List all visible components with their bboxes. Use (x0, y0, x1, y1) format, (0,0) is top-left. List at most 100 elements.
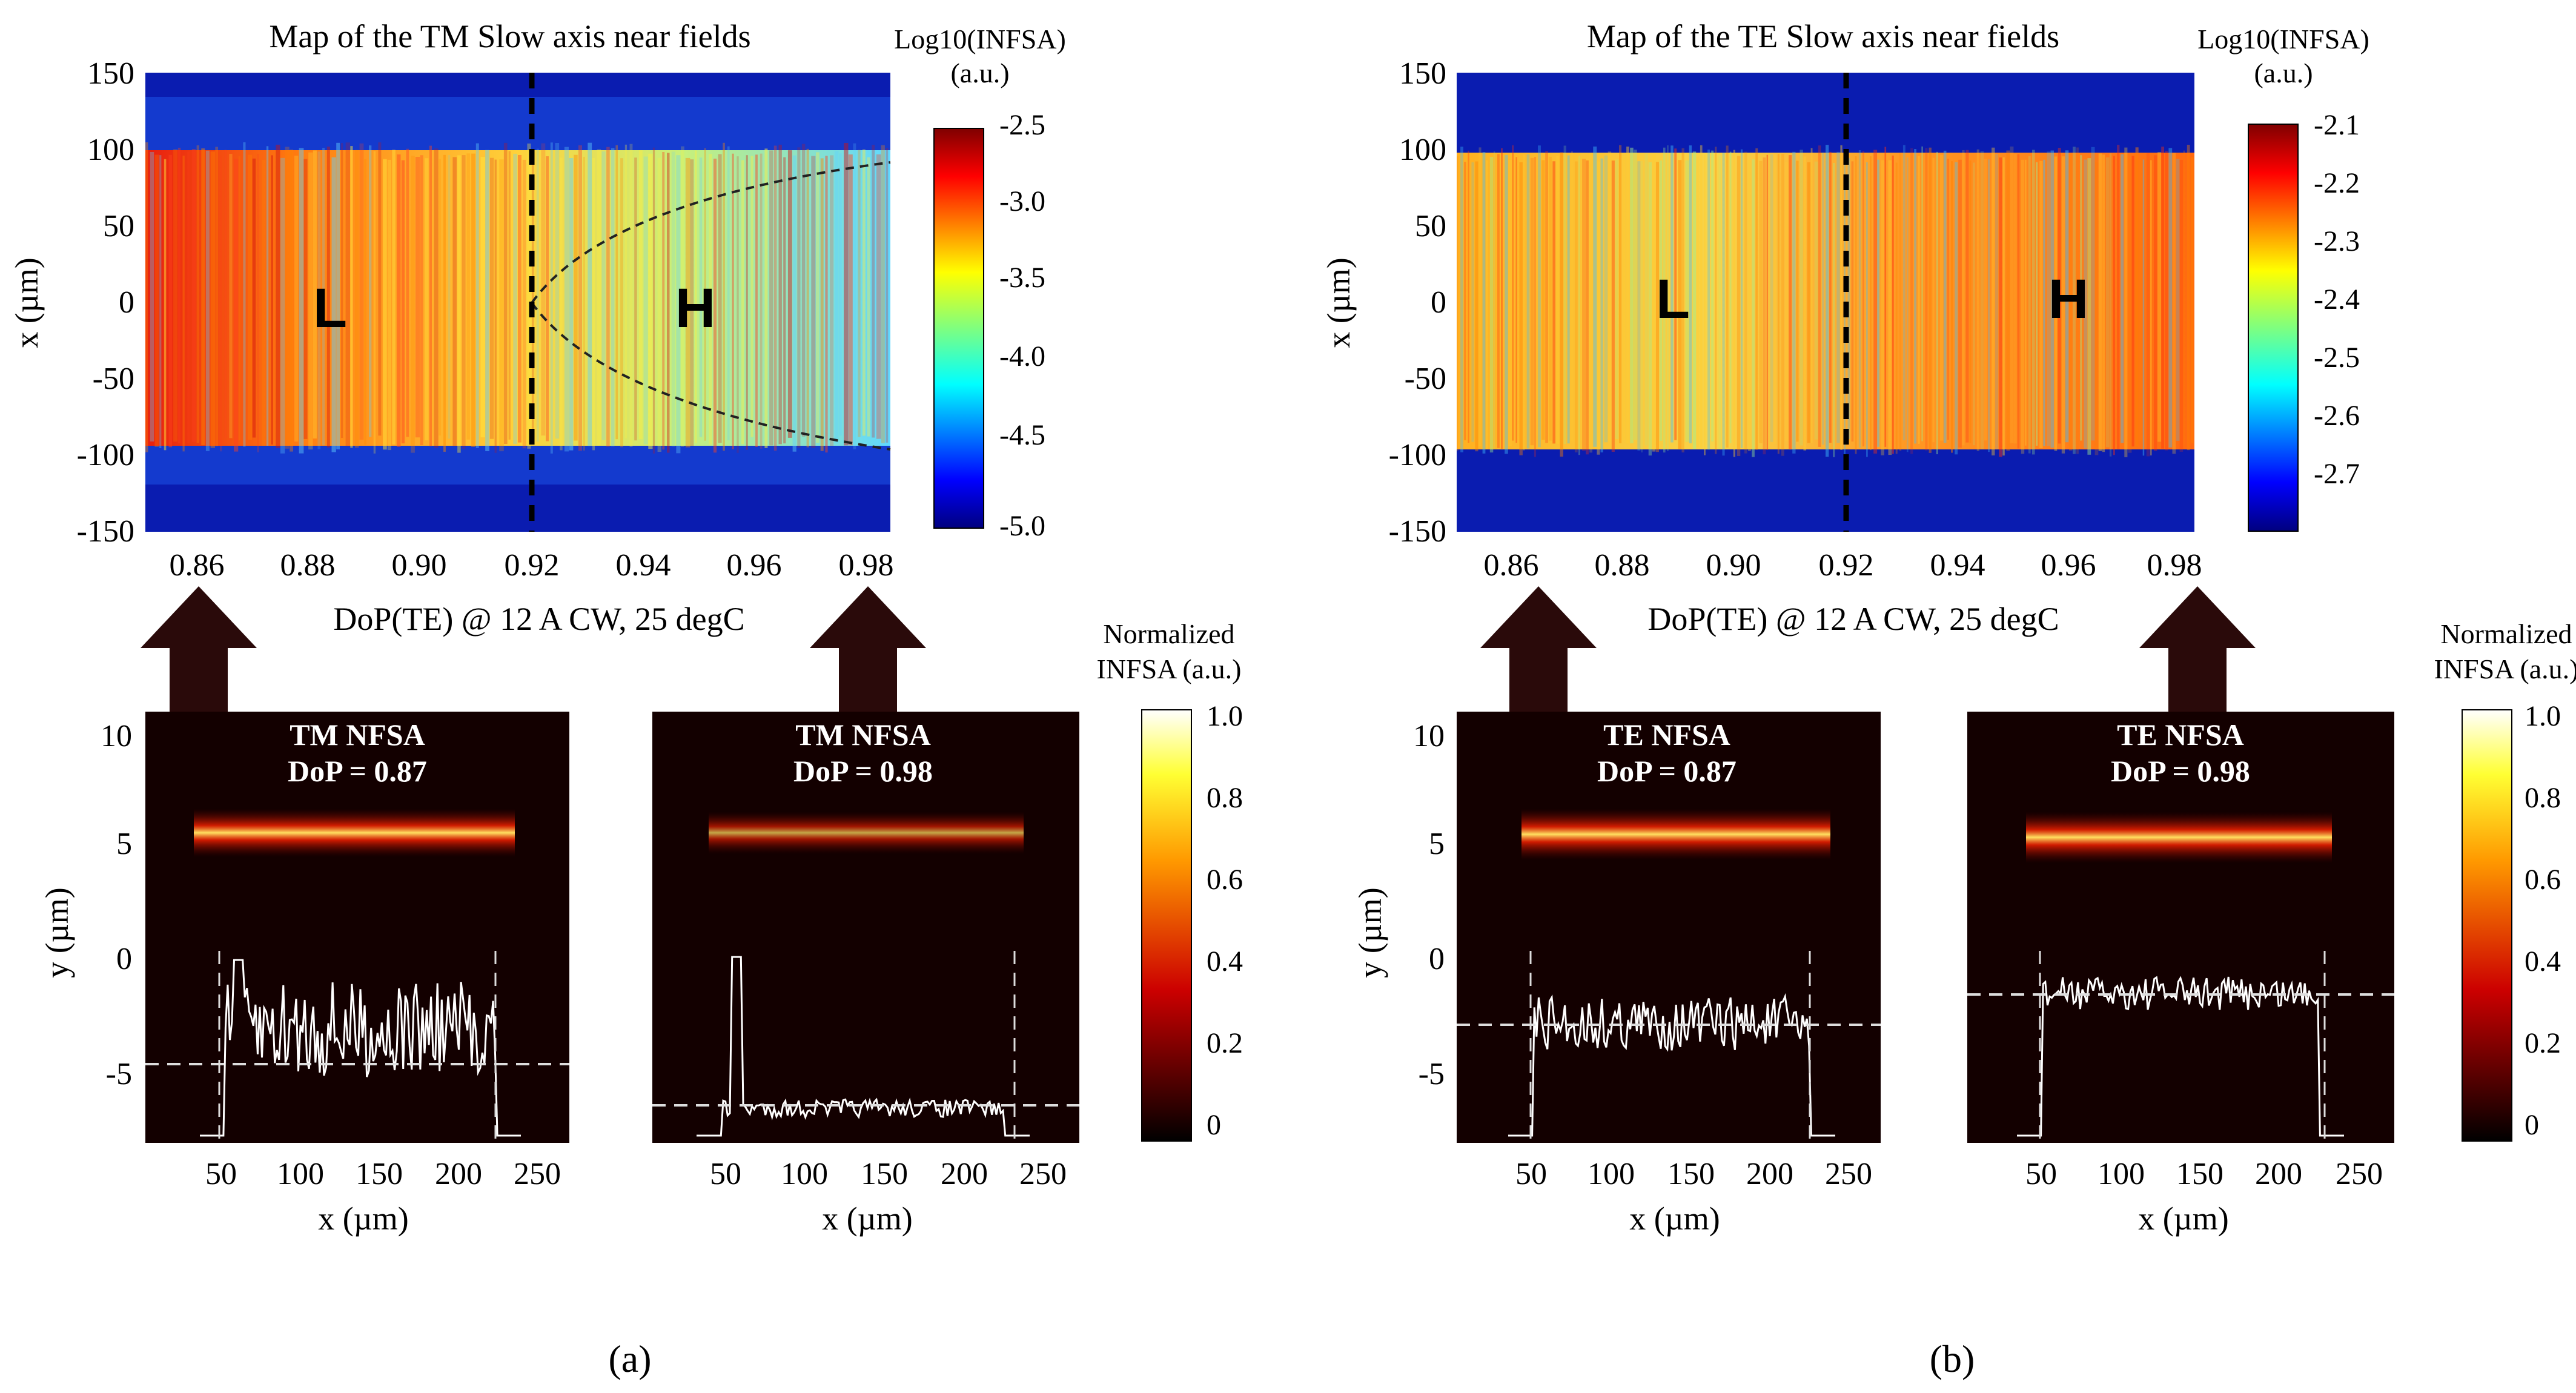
heatmap-stripe (238, 156, 240, 441)
heatmap-stripe (1918, 156, 1920, 444)
cbar-tick: -4.5 (999, 419, 1045, 451)
heatmap-stripe (1626, 147, 1629, 444)
heatmap-stripe (1826, 145, 1829, 457)
heatmap-stripe (1641, 160, 1643, 452)
nf-b-right-xlabel: x (µm) (2138, 1200, 2229, 1237)
heatmap-stripe (285, 147, 290, 449)
y-tick: 50 (103, 209, 134, 243)
heatmap-stripe (685, 157, 690, 448)
heatmap-stripe (811, 156, 816, 448)
heatmap-stripe (336, 142, 340, 449)
heatmap-stripe (1563, 145, 1566, 444)
heatmap-stripe (471, 153, 475, 447)
heatmap-stripe (387, 159, 391, 451)
heatmap-stripe (2024, 159, 2027, 446)
heatmap-stripe (1615, 159, 1618, 439)
heatmap-stripe (2073, 147, 2076, 454)
heatmap-stripe (1560, 152, 1563, 457)
heatmap-stripe (1471, 162, 1474, 442)
arrow-up-right (2139, 586, 2256, 718)
map-a-y-axis: 150 100 50 0 -50 -100 -150 x (µm) (8, 56, 134, 549)
heatmap-stripe (606, 147, 610, 447)
heatmap-stripe (1460, 147, 1463, 452)
heatmap-stripe (648, 153, 653, 449)
panel-a: Map of the TM Slow axis near fields L H … (8, 18, 1243, 1380)
heatmap-stripe (1936, 151, 1938, 455)
x-tick: 50 (2025, 1157, 2057, 1191)
heatmap-stripe (215, 147, 218, 446)
heatmap-stripe (1534, 157, 1537, 457)
heatmap-stripe (1497, 154, 1500, 448)
heatmap-stripe (2076, 147, 2079, 454)
heatmap-stripe (271, 155, 273, 445)
heatmap-stripe (508, 151, 511, 440)
heatmap-stripe (787, 150, 792, 438)
heatmap-stripe (1807, 162, 1810, 443)
heatmap-stripe (1681, 148, 1684, 452)
map-b-region-l: L (1656, 268, 1690, 330)
x-tick: 150 (1667, 1157, 1715, 1191)
nf-b-left-dop: DoP = 0.87 (1597, 754, 1737, 788)
heatmap-stripe (867, 157, 870, 437)
heatmap-stripe (1781, 153, 1784, 456)
heatmap-stripe (1678, 160, 1682, 449)
heatmap-stripe (1515, 157, 1517, 443)
heatmap-stripe (425, 158, 429, 441)
heatmap-stripe (1611, 160, 1615, 452)
heatmap-stripe (401, 160, 405, 444)
heatmap-stripe (1976, 149, 1979, 451)
heatmap-stripe (224, 150, 227, 438)
map-a-upper-fringe (145, 97, 890, 151)
map-a-title: Map of the TM Slow axis near fields (269, 18, 750, 55)
heatmap-stripe (1884, 147, 1887, 447)
heatmap-stripe (574, 154, 578, 441)
nf-b-right-profile (2017, 976, 2344, 1137)
heatmap-stripe (1814, 161, 1818, 440)
y-tick: -150 (1389, 514, 1446, 549)
heatmap-stripe (1652, 154, 1656, 452)
heatmap-stripe (397, 154, 401, 447)
heatmap-stripe (499, 159, 504, 452)
heatmap-stripe (1744, 151, 1747, 454)
x-tick: 100 (1588, 1157, 1635, 1191)
heatmap-stripe (434, 148, 439, 448)
heatmap-stripe (560, 157, 563, 451)
heatmap-stripe (1501, 148, 1503, 449)
y-tick: 150 (87, 56, 134, 91)
heatmap-stripe (1567, 155, 1570, 444)
heatmap-stripe (844, 143, 849, 446)
heatmap-stripe (299, 148, 304, 454)
heatmap-stripe (727, 146, 730, 441)
heatmap-stripe (1899, 153, 1902, 451)
cbar-tick: -2.4 (2314, 283, 2360, 316)
cbar-tick: 0 (1207, 1109, 1221, 1141)
heatmap-stripe (205, 150, 210, 451)
heatmap-stripe (182, 155, 185, 452)
heatmap-stripe (1704, 154, 1706, 455)
heatmap-stripe (652, 147, 655, 454)
heatmap-stripe (326, 147, 330, 448)
heatmap-stripe (1810, 148, 1813, 443)
heatmap-stripe (1980, 151, 1984, 449)
map-a-colorbar-bar (933, 128, 984, 529)
heatmap-stripe (1855, 156, 1857, 454)
heatmap-stripe (1468, 150, 1469, 443)
cbar-tick: 1.0 (2525, 700, 2561, 732)
heatmap-stripe (1637, 161, 1641, 451)
map-b-ylabel: x (µm) (1320, 257, 1357, 348)
heatmap-stripe (1907, 157, 1909, 452)
nf-b-left-title: TE NFSA (1603, 718, 1730, 752)
heatmap-stripe (681, 146, 684, 447)
heatmap-stripe (1929, 147, 1932, 453)
x-tick: 150 (861, 1157, 908, 1191)
heatmap-stripe (1947, 159, 1949, 440)
x-tick: 250 (514, 1157, 561, 1191)
heatmap-stripe (1519, 162, 1523, 455)
heatmap-stripe (886, 148, 889, 443)
heatmap-stripe (1538, 145, 1541, 448)
nf-b-colorbar-bar (2462, 709, 2512, 1142)
heatmap-stripe (173, 149, 177, 442)
cbar-tick: -2.1 (2314, 109, 2360, 141)
nf-b-right-dop: DoP = 0.98 (2111, 754, 2250, 788)
heatmap-stripe (2028, 156, 2031, 454)
